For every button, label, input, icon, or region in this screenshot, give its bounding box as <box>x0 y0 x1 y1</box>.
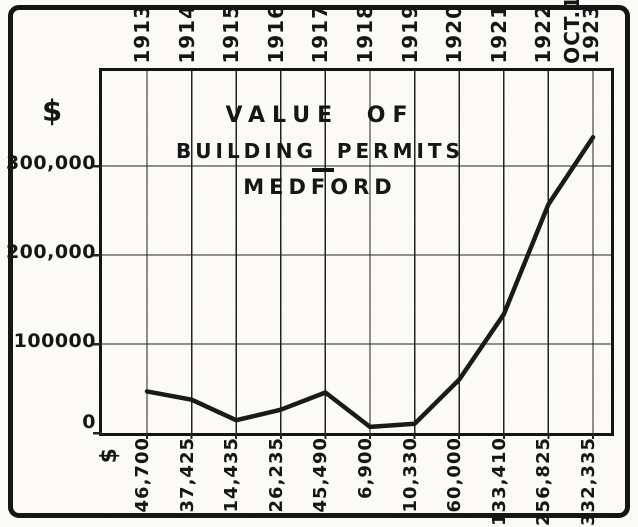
x-axis-bottom-values: $ 46,700 37,425 14,435 26,235 45,490 6,900 10,… <box>0 437 638 526</box>
grid-lines <box>93 71 611 439</box>
permits-line-chart <box>93 71 611 439</box>
x-axis-dollar-sign: $ <box>97 448 122 464</box>
value-label: 46,700 <box>132 437 153 513</box>
value-label: 332,335 <box>578 437 599 526</box>
year-label: 1922 <box>531 4 556 64</box>
permits-value-line <box>144 134 596 430</box>
y-axis-tick-label: 300,000 <box>5 152 96 174</box>
year-label: 1915 <box>219 4 244 64</box>
outer-frame <box>8 5 630 518</box>
year-label: 1918 <box>353 4 377 64</box>
y-axis-tick-label: 100000 <box>13 330 96 352</box>
year-label: 1914 <box>174 4 199 64</box>
y-axis-dollar-sign: $ <box>42 94 63 128</box>
value-label: 133,410 <box>488 437 510 526</box>
y-axis-tick-label: 0 <box>82 411 96 433</box>
value-label: 256,825 <box>533 437 555 526</box>
year-label: 1913 <box>130 4 154 64</box>
year-label: 1920 <box>442 4 467 64</box>
x-axis-top-years: 1913 1914 1915 1916 1917 1918 1919 1920 1921 1922… <box>0 0 638 67</box>
year-label: 1917 <box>308 4 333 64</box>
value-label: 37,425 <box>176 437 198 513</box>
year-label: OCT.1 1923 <box>560 0 603 64</box>
y-axis-tick-label: 200,000 <box>5 241 96 263</box>
year-label: 1916 <box>263 4 288 64</box>
value-label: 6,900 <box>355 437 376 499</box>
year-label: 1921 <box>486 4 511 64</box>
plot-area <box>93 68 614 439</box>
value-label: 14,435 <box>221 437 243 513</box>
value-label: 26,235 <box>265 437 287 513</box>
value-label: 10,330 <box>399 437 421 513</box>
value-label: 45,490 <box>310 437 332 513</box>
year-label: 1919 <box>397 4 422 64</box>
value-label: 60,000 <box>444 437 466 513</box>
